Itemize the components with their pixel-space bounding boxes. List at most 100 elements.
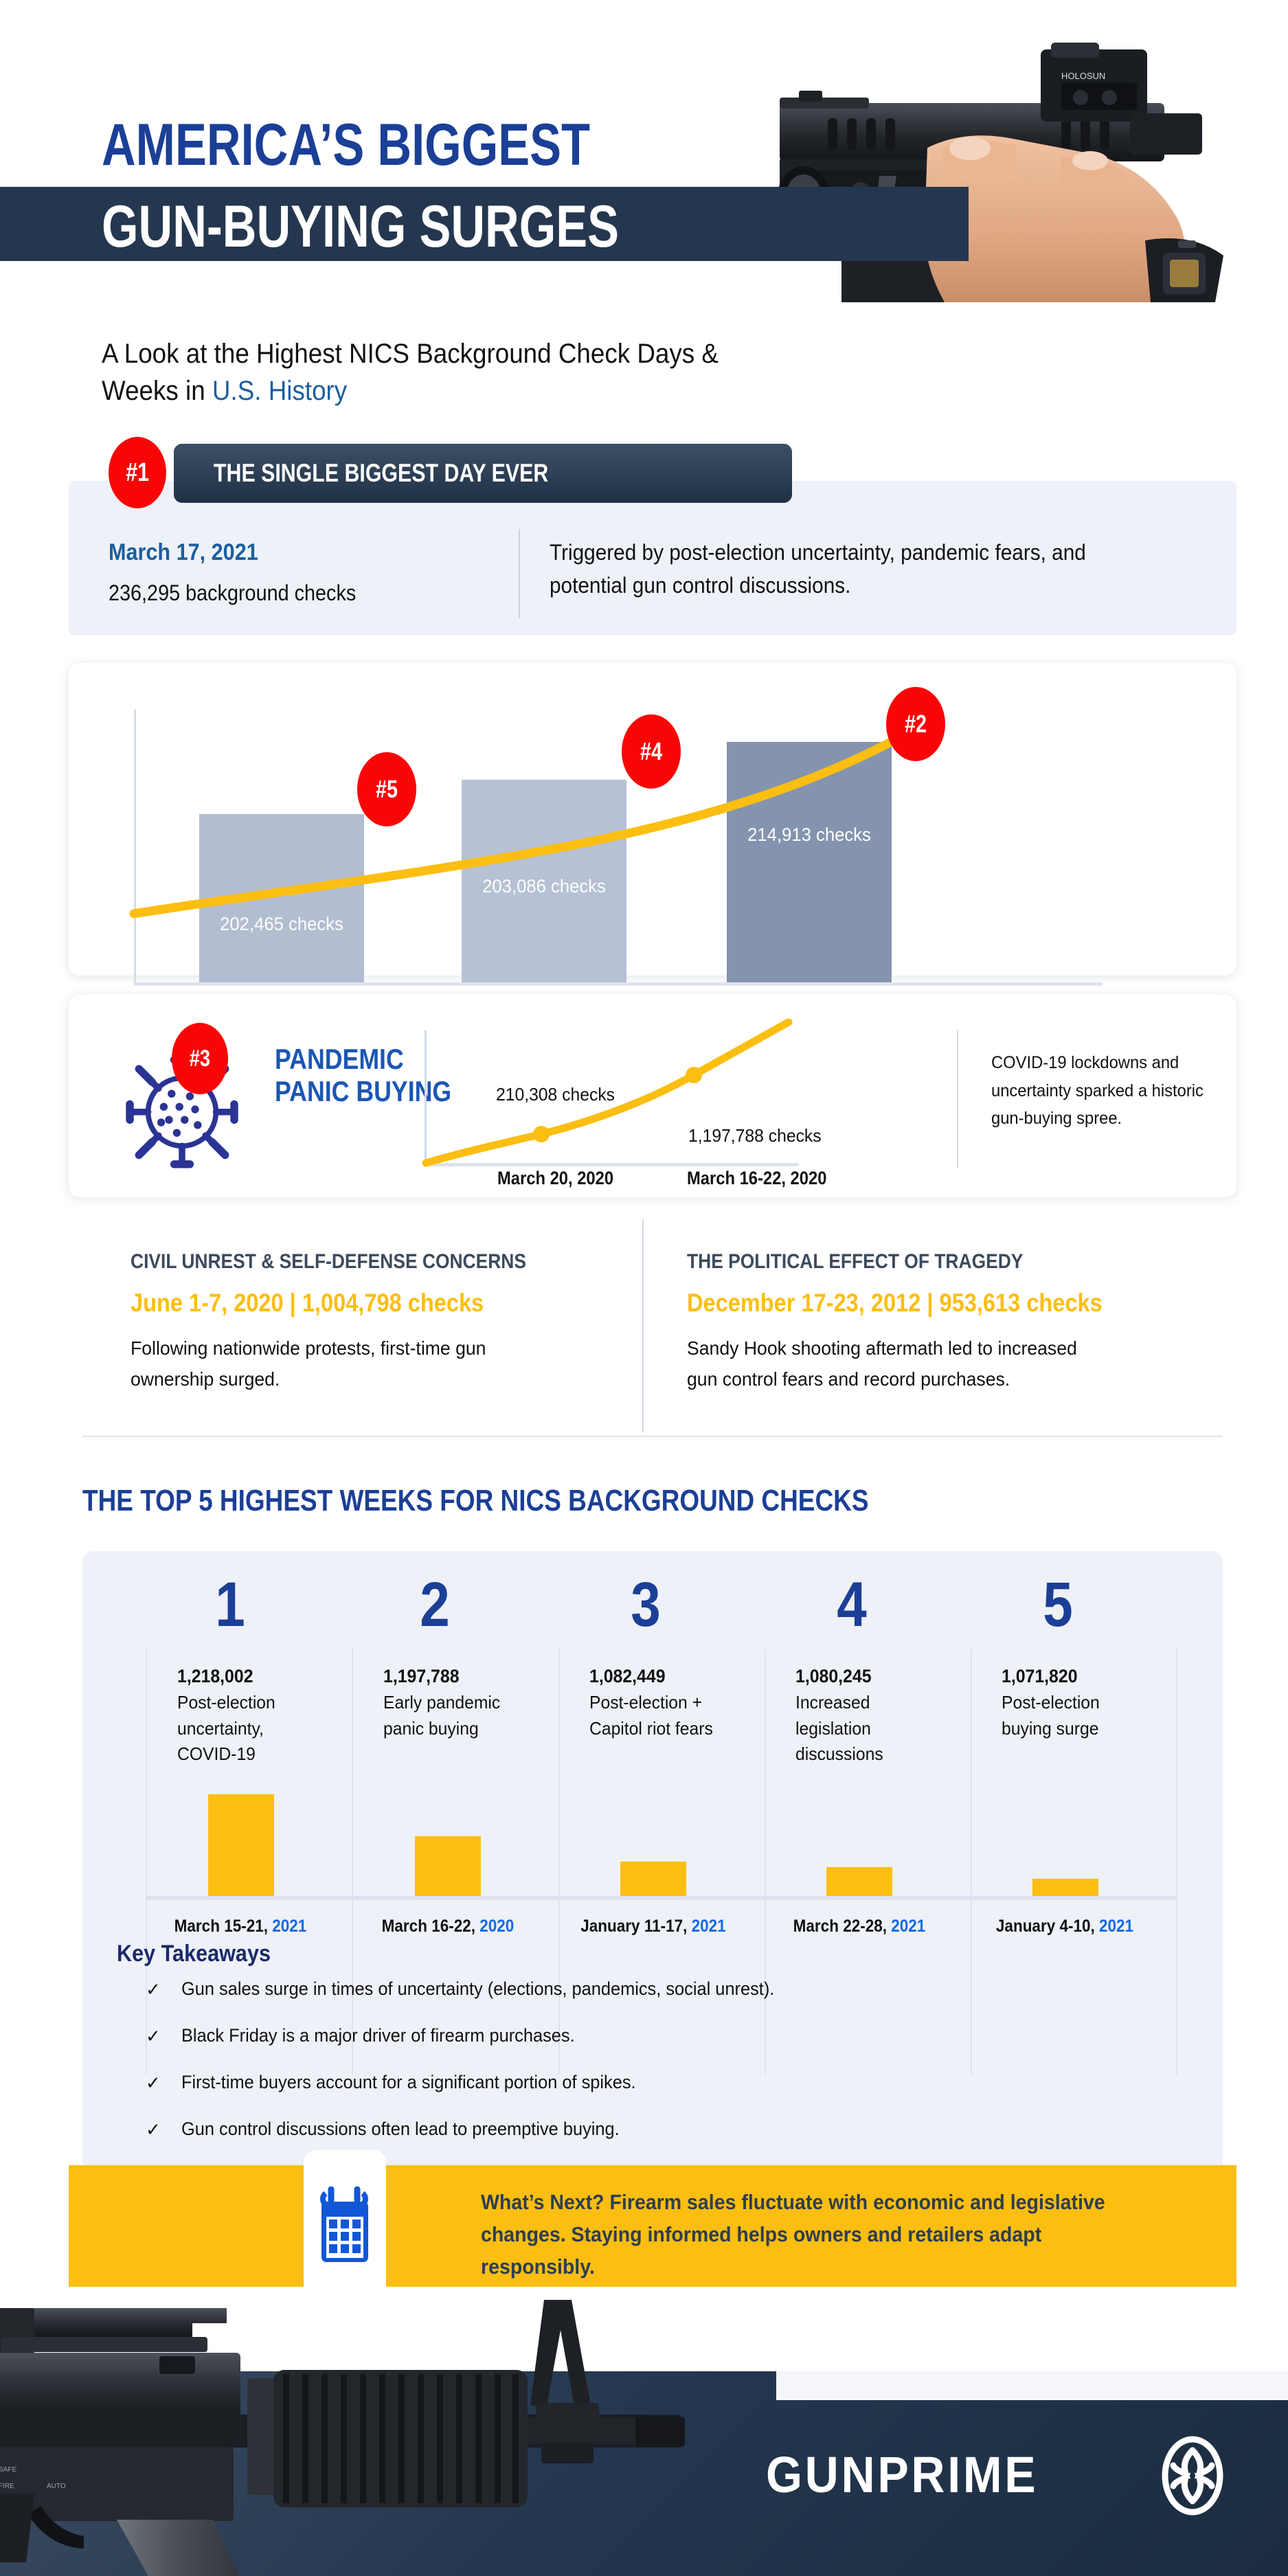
pandemic-value-1: 210,308 checks (496, 1084, 615, 1105)
top5-rank-col-5: 5 (955, 1573, 1161, 1636)
footer-rifle-photo: SAFE FIRE AUTO (0, 2287, 762, 2576)
rank-badge-4: #4 (622, 714, 681, 789)
svg-text:AUTO: AUTO (47, 2483, 66, 2490)
top5-xlabel-1: March 15-21, 2021 (148, 1917, 333, 1936)
top5-xlabel-5: January 4-10, 2021 (972, 1917, 1157, 1936)
civil-unrest-heading: CIVIL UNREST & SELF-DEFENSE CONCERNS (131, 1250, 526, 1273)
cta-text: What’s Next? Firearm sales fluctuate wit… (481, 2190, 1105, 2279)
top5-reason-5: Post-election buying surge (1002, 1692, 1100, 1739)
section-one-heading-pill: THE SINGLE BIGGEST DAY EVER (174, 444, 792, 503)
rank-badge-4-label: #4 (640, 737, 663, 765)
top5-divider-5 (971, 1649, 972, 2075)
top5-xlabel-3: January 11-17, 2021 (561, 1917, 746, 1936)
pandemic-description: COVID-19 lockdowns and uncertainty spark… (991, 1053, 1204, 1128)
top5-rank-col-3: 3 (543, 1573, 749, 1636)
top5-bar-4 (826, 1867, 892, 1897)
pandemic-title: PANDEMIC PANIC BUYING (275, 1043, 451, 1107)
rank-badge-2: #2 (886, 687, 945, 761)
title-band (0, 187, 969, 261)
pandemic-xlabel-2: March 16-22, 2020 (687, 1168, 827, 1188)
check-mark-icon: ✓ (146, 1979, 161, 2000)
cta-banner (69, 2165, 1236, 2287)
section-one-date: March 17, 2021 (109, 539, 258, 565)
pandemic-title-line2: PANIC BUYING (275, 1075, 452, 1108)
top5-xlabel-2-year: 2020 (479, 1917, 515, 1936)
rank-badge-5: #5 (357, 752, 416, 826)
pandemic-x-axis (425, 1163, 799, 1166)
pandemic-y-axis (425, 1030, 427, 1164)
top5-value-4: 1,080,245 (795, 1666, 872, 1686)
political-effect-block: THE POLITICAL EFFECT OF TRAGEDY December… (687, 1250, 1195, 1395)
key-takeaway-text-4: Gun control discussions often lead to pr… (181, 2119, 620, 2139)
top5-rank-col-2: 2 (332, 1573, 538, 1636)
key-takeaway-text-2: Black Friday is a major driver of firear… (181, 2025, 575, 2046)
top5-reason-3: Post-election + Capitol riot fears (589, 1692, 713, 1739)
pandemic-title-line1: PANDEMIC (275, 1043, 404, 1075)
section-one-description: Triggered by post-election uncertainty, … (550, 540, 1086, 598)
top5-xlabel-5-month: January 4-10, (995, 1917, 1095, 1936)
top5-value-5: 1,071,820 (1002, 1666, 1078, 1686)
top5-rank-col-1: 1 (127, 1573, 333, 1636)
page-title-line2: GUN-BUYING SURGES (102, 194, 620, 260)
bf-bar-2023-value: 214,913 checks (747, 824, 871, 845)
section-one-divider (519, 529, 520, 618)
top5-divider-3 (558, 1649, 560, 2075)
cta-icon-box (304, 2150, 386, 2301)
rank-badge-3-label: #3 (189, 1045, 211, 1072)
top5-reason-4: Increased legislation discussions (795, 1692, 883, 1765)
top5-xlabel-4-month: March 22-28, (793, 1917, 887, 1936)
svg-text:FIRE: FIRE (0, 2483, 14, 2490)
bf-bar-2017-value: 202,465 checks (220, 914, 343, 934)
rank-badge-3: #3 (172, 1023, 228, 1094)
key-takeaways-title: Key Takeaways (117, 1941, 271, 1967)
top5-xlabel-2-month: March 16-22, (381, 1917, 475, 1936)
footer-brand-name: GUNPRIME (766, 2446, 1039, 2503)
political-effect-heading: THE POLITICAL EFFECT OF TRAGEDY (687, 1250, 1024, 1273)
top5-rank-3: 3 (631, 1570, 661, 1640)
top5-xlabel-3-month: January 11-17, (580, 1917, 688, 1936)
top5-xlabel-4: March 22-28, 2021 (767, 1917, 952, 1936)
crosshair-oval-icon (1162, 2436, 1223, 2516)
footer-top-right-fill (776, 2371, 1288, 2400)
bf-trend-line (129, 727, 915, 918)
top5-value-3: 1,082,449 (589, 1666, 666, 1686)
top5-divider-4 (765, 1649, 766, 2075)
top5-divider-2 (352, 1649, 353, 2075)
rank-badge-5-label: #5 (375, 775, 398, 803)
two-column-divider (642, 1219, 644, 1432)
top5-xlabel-3-year: 2021 (691, 1917, 726, 1936)
rank-badge-1-label: #1 (126, 457, 149, 487)
key-takeaway-text-1: Gun sales surge in times of uncertainty … (181, 1978, 775, 1999)
top5-divider-1 (146, 1649, 147, 2075)
top5-rank-2: 2 (420, 1570, 450, 1640)
top5-xlabel-1-year: 2021 (272, 1917, 307, 1936)
svg-text:SAFE: SAFE (0, 2466, 16, 2474)
top5-divider-6 (1176, 1649, 1177, 2075)
section-one-heading: THE SINGLE BIGGEST DAY EVER (214, 459, 549, 487)
pandemic-line-chart (422, 1018, 793, 1167)
top5-rank-4: 4 (837, 1570, 867, 1640)
top5-rank-1: 1 (215, 1570, 245, 1640)
top5-rank-5: 5 (1043, 1570, 1073, 1640)
top5-rank-col-4: 4 (749, 1573, 955, 1636)
rank-badge-1: #1 (109, 437, 166, 508)
top5-title: THE TOP 5 HIGHEST WEEKS FOR NICS BACKGRO… (82, 1484, 869, 1517)
top5-reason-1: Post-election uncertainty, COVID-19 (177, 1692, 275, 1765)
top5-reason-2: Early pandemic panic buying (383, 1692, 501, 1739)
pandemic-xlabel-1: March 20, 2020 (497, 1168, 614, 1188)
top5-x-axis (146, 1896, 1176, 1900)
subtitle-highlight: U.S. History (212, 376, 348, 406)
pandemic-divider (957, 1030, 958, 1168)
top5-value-1: 1,218,002 (177, 1666, 253, 1686)
page-title-line1: AMERICA’S BIGGEST (102, 112, 591, 178)
political-effect-stat: December 17-23, 2012 | 953,613 checks (687, 1289, 1103, 1317)
top5-bar-2 (415, 1836, 481, 1897)
check-mark-icon: ✓ (146, 2119, 161, 2140)
calendar-icon (320, 2186, 368, 2262)
top5-value-2: 1,197,788 (383, 1666, 460, 1686)
svg-text:HOLOSUN: HOLOSUN (1061, 71, 1105, 81)
page-subtitle: A Look at the Highest NICS Background Ch… (102, 335, 721, 409)
civil-unrest-block: CIVIL UNREST & SELF-DEFENSE CONCERNS Jun… (131, 1250, 639, 1395)
top5-xlabel-4-year: 2021 (891, 1917, 926, 1936)
